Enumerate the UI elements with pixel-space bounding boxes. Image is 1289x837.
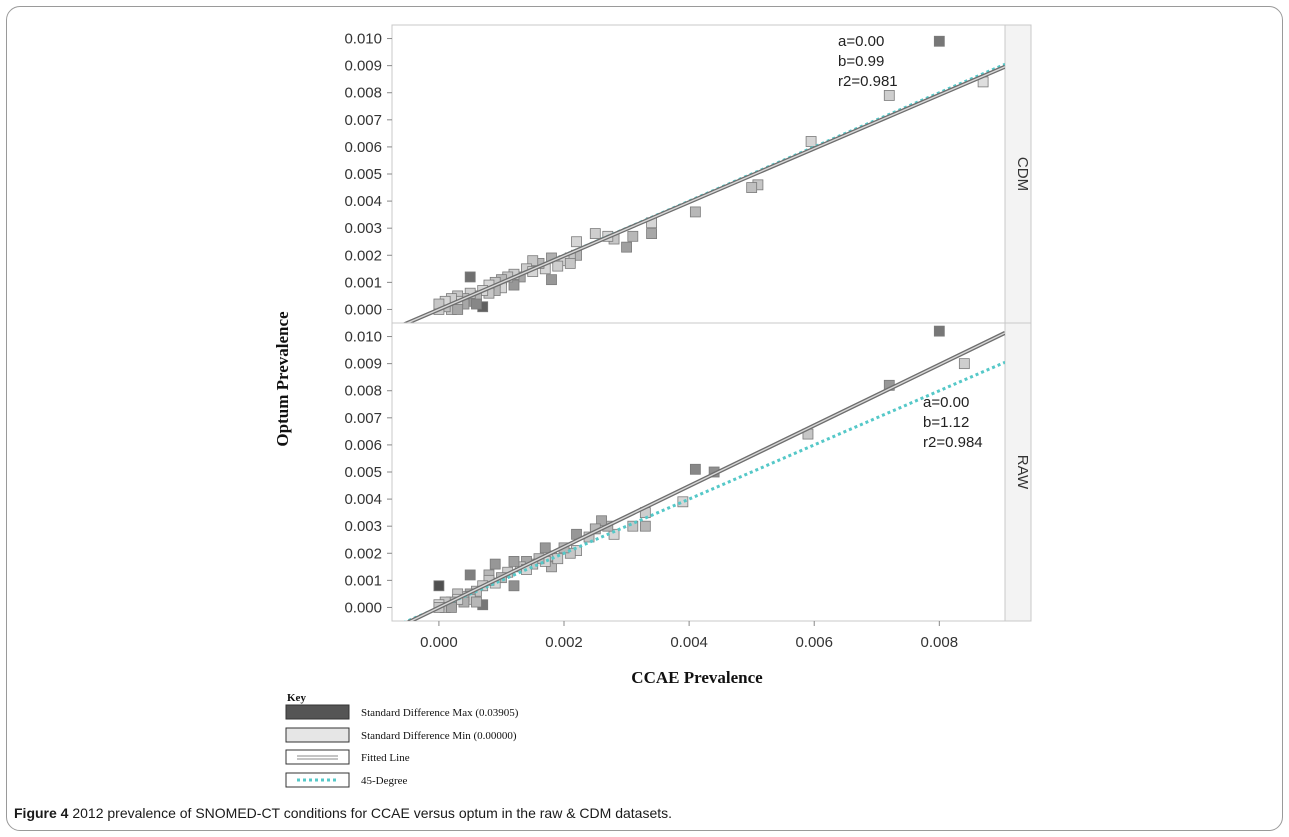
x-tick-label: 0.006 [795,634,833,651]
y-tick-label: 0.005 [344,464,382,481]
data-point [883,90,895,101]
y-tick-label: 0.005 [344,166,382,183]
y-tick-label: 0.010 [344,31,382,48]
data-point [677,496,689,508]
data-point [527,255,539,267]
data-point [746,182,758,193]
x-tick-label: 0.004 [670,634,708,651]
data-point [596,515,607,527]
key-label: Standard Difference Max (0.03905) [361,707,519,719]
key-label: 45-Degree [361,775,408,787]
y-tick-label: 0.000 [344,599,382,616]
data-point [508,556,520,567]
y-tick-label: 0.002 [344,247,382,264]
data-point [546,561,557,573]
panel-cdm: CDM 0.000 0.001 0.002 0.003 0.004 0.005 0.006 0.… [344,24,1032,324]
data-point [464,569,476,581]
strip-label: RAW [1014,455,1031,490]
data-point [646,228,657,240]
fitted-line-inner [405,66,1005,323]
data-point [552,260,564,272]
annotation-line: a=0.00 [838,33,884,50]
caption-label: Figure 4 [14,805,69,821]
key-label: Fitted Line [361,752,410,764]
y-tick-label: 0.004 [344,491,382,508]
y-tick-label: 0.003 [344,220,382,237]
x-tick-label: 0.002 [545,634,583,651]
y-tick-label: 0.008 [344,383,382,400]
x-axis-title: CCAE Prevalence [631,668,763,687]
data-point [627,520,639,532]
data-point [464,271,476,283]
data-point [508,279,520,291]
data-point [452,304,464,315]
fit-annotation: a=0.00 b=0.99 r2=0.981 [838,33,898,90]
data-point [571,236,582,248]
strip-label: CDM [1014,157,1031,191]
lines [403,331,1005,621]
caption-text: 2012 prevalence of SNOMED-CT conditions … [72,805,673,821]
annotation-line: a=0.00 [923,394,969,411]
y-tick-label: 0.000 [344,301,382,318]
data-point [639,520,651,532]
data-point [471,596,482,608]
data-point [489,558,501,570]
x-tick-label: 0.008 [921,634,959,651]
y-axis-title: Optum Prevalence [273,311,292,447]
y-tick-label: 0.009 [344,58,382,75]
data-point [433,580,445,592]
lines [402,62,1005,323]
y-tick-label: 0.006 [344,139,382,156]
y-tick-label: 0.002 [344,545,382,562]
y-tick-label: 0.007 [344,112,382,129]
data-point [546,274,557,286]
panel-frame [391,24,1006,324]
y-tick-label: 0.003 [344,518,382,535]
data-point [689,463,701,475]
y-tick-label: 0.006 [344,437,382,454]
key-label: Standard Difference Min (0.00000) [361,730,517,742]
data-point [933,35,945,47]
data-point [933,325,945,337]
y-tick-label: 0.004 [344,193,382,210]
data-point [621,241,632,253]
panel-strip [1004,24,1032,324]
annotation-line: r2=0.981 [838,73,898,90]
y-tick-label: 0.001 [344,274,382,291]
data-point [958,358,970,370]
data-point [564,257,576,269]
data-point [508,580,520,592]
data-point [805,136,817,147]
data-point [689,206,701,218]
y-tick-label: 0.009 [344,356,382,373]
panel-raw: RAW 0.000 0.001 0.002 0.003 0.004 0.005 0.006 0.… [344,322,1032,651]
y-tick-label: 0.007 [344,410,382,427]
annotation-line: b=1.12 [923,414,969,431]
legend-key: Key Standard Difference Max (0.03905) Sta… [285,692,519,788]
panel-strip [1004,322,1032,622]
y-tick-label: 0.001 [344,572,382,589]
chart-panels: CDM 0.000 0.001 0.002 0.003 0.004 0.005 0.006 0.… [344,24,1032,651]
key-title: Key [287,692,306,704]
figure-caption: Figure 4 2012 prevalence of SNOMED-CT co… [14,805,672,821]
y-tick-label: 0.008 [344,85,382,102]
x-tick-label: 0.000 [420,634,458,651]
data-point [589,228,601,240]
annotation-line: r2=0.984 [923,434,983,451]
annotation-line: b=0.99 [838,53,884,70]
key-swatch [285,749,350,765]
fitted-line-inner [409,332,1005,621]
data-point [627,230,639,242]
data-point [471,298,482,310]
fit-annotation: a=0.00 b=1.12 r2=0.984 [923,394,983,451]
data-point [539,542,551,554]
key-swatch [285,727,350,743]
key-swatch [285,704,350,720]
y-tick-label: 0.010 [344,329,382,346]
